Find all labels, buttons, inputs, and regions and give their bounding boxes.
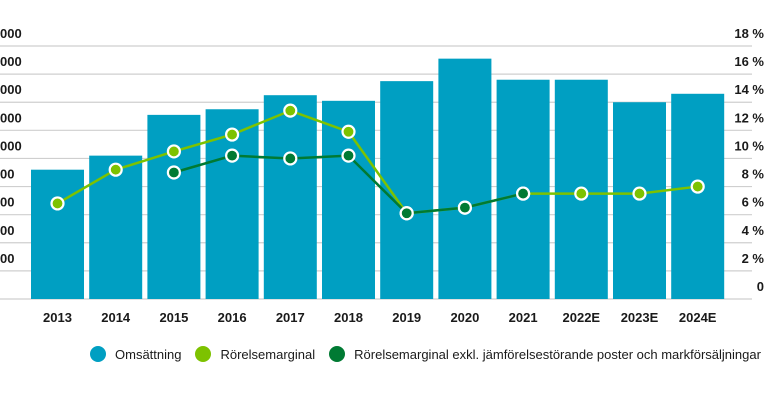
left-tick-label: 00 xyxy=(0,195,14,210)
x-tick-label: 2022E xyxy=(563,310,601,325)
point-2016 xyxy=(225,127,240,142)
bar-2013 xyxy=(31,169,84,299)
point-2015 xyxy=(166,144,181,159)
x-tick-label: 2018 xyxy=(334,310,363,325)
x-tick-label: 2017 xyxy=(276,310,305,325)
x-tick-label: 2013 xyxy=(43,310,72,325)
legend-marker-rorelsemarginal xyxy=(195,346,212,362)
left-tick-label: 00 xyxy=(0,223,14,238)
legend-item-omsattning: Omsättning xyxy=(90,346,181,362)
point-2024E xyxy=(690,179,705,194)
left-tick-label: 00 xyxy=(0,251,14,266)
point-2017 xyxy=(283,103,298,118)
x-axis-ticks: 2013 2014 2015 2016 2017 2018 2019 2020 2021 2022… xyxy=(43,310,717,325)
right-tick-label: 10 % xyxy=(734,138,764,153)
x-tick-label: 2024E xyxy=(679,310,717,325)
right-axis-ticks: 18 % 16 % 14 % 12 % 10 % 8 % 6 % 4 % 2 % 0 xyxy=(734,26,764,294)
lines xyxy=(50,103,705,221)
point-2022E xyxy=(574,186,589,201)
point-2021 xyxy=(515,186,531,201)
point-2016 xyxy=(225,148,240,163)
right-tick-label: 18 % xyxy=(734,26,764,41)
bar-2020 xyxy=(438,58,492,300)
left-tick-label: 000 xyxy=(0,138,22,153)
legend-label-omsattning: Omsättning xyxy=(115,346,182,362)
point-2017 xyxy=(283,151,298,166)
left-tick-label: 000 xyxy=(0,110,22,125)
series-line xyxy=(56,109,698,215)
right-tick-label: 14 % xyxy=(734,82,764,97)
point-2023E xyxy=(632,186,647,201)
point-2015 xyxy=(166,165,181,180)
right-tick-label: 12 % xyxy=(734,110,764,125)
left-tick-label: 000 xyxy=(0,26,22,41)
x-tick-label: 2015 xyxy=(159,310,188,325)
legend-item-rorelsemarginal: Rörelsemarginal xyxy=(195,346,315,362)
point-2019 xyxy=(399,206,414,221)
left-tick-label: 00 xyxy=(0,167,14,182)
bar-2017 xyxy=(263,95,317,299)
legend: Omsättning Rörelsemarginal Rörelsemargin… xyxy=(90,346,775,362)
right-tick-label: 4 % xyxy=(742,223,765,238)
bar-2014 xyxy=(89,155,143,299)
x-tick-label: 2021 xyxy=(509,310,538,325)
x-tick-label: 2023E xyxy=(621,310,659,325)
legend-marker-rorelsemarginal-exkl xyxy=(329,346,346,362)
point-2018 xyxy=(341,148,356,163)
point-2013 xyxy=(50,196,65,211)
point-2020 xyxy=(457,200,472,215)
left-tick-label: 000 xyxy=(0,82,22,97)
x-tick-label: 2019 xyxy=(392,310,421,325)
legend-marker-omsattning xyxy=(90,346,106,362)
right-tick-label: 8 % xyxy=(742,167,765,182)
x-tick-label: 2020 xyxy=(450,310,479,325)
bar-2019 xyxy=(380,81,434,299)
bar-2024E xyxy=(671,93,725,300)
x-tick-label: 2016 xyxy=(218,310,247,325)
point-2014 xyxy=(108,162,123,177)
right-tick-label: 6 % xyxy=(742,195,765,210)
point-2018 xyxy=(341,124,356,139)
bars xyxy=(31,58,725,300)
legend-item-rorelsemarginal-exkl: Rörelsemarginal exkl. jämförelsestörande… xyxy=(329,346,761,362)
right-tick-label: 16 % xyxy=(734,54,764,69)
right-tick-label: 0 xyxy=(757,279,764,294)
left-tick-label: 000 xyxy=(0,54,22,69)
legend-label-rorelsemarginal: Rörelsemarginal xyxy=(220,346,316,362)
legend-label-rorelsemarginal-exkl: Rörelsemarginal exkl. jämförelsestörande… xyxy=(354,346,761,362)
series-2 xyxy=(166,148,531,221)
x-tick-label: 2014 xyxy=(101,310,131,325)
bar-2015 xyxy=(147,114,201,299)
right-tick-label: 2 % xyxy=(742,251,765,266)
